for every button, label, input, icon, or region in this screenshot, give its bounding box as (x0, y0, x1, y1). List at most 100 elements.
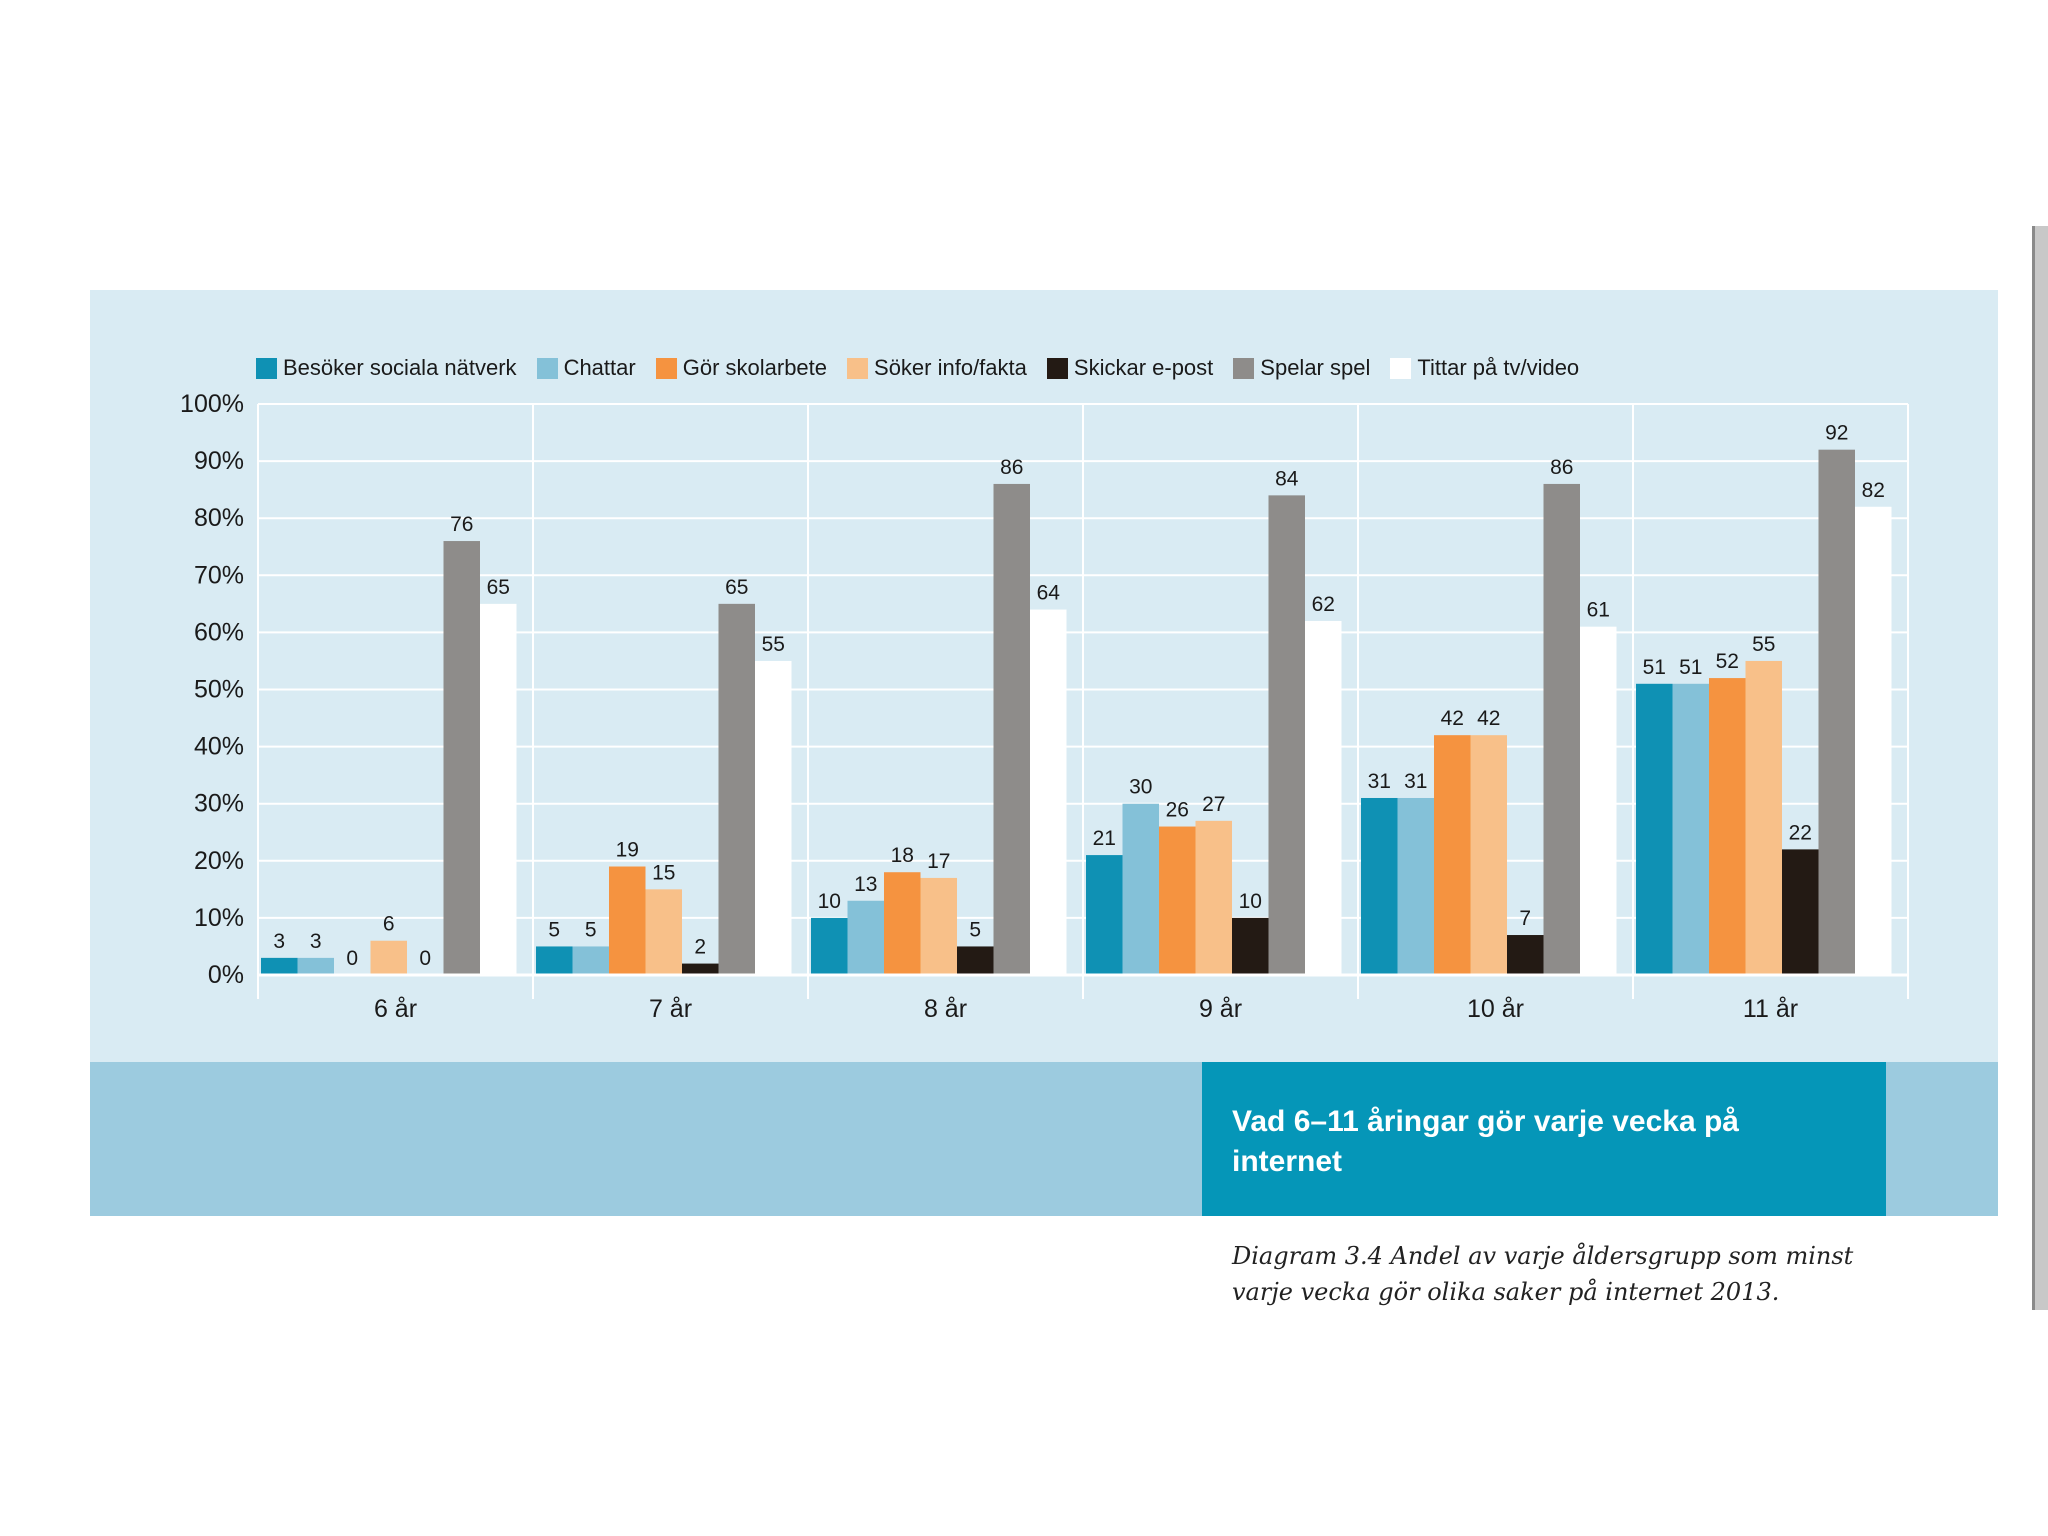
bar (682, 963, 719, 975)
bar-value-label: 65 (725, 576, 748, 599)
legend-item: Gör skolarbete (655, 355, 827, 381)
bar (297, 957, 334, 975)
chart-caption: Diagram 3.4 Andel av varje åldersgrupp s… (1232, 1242, 1854, 1306)
bar (1232, 917, 1269, 975)
bar-value-label: 5 (585, 918, 597, 941)
legend-swatch (256, 357, 277, 379)
bar (811, 917, 848, 975)
bar (1818, 449, 1855, 975)
bar (609, 866, 646, 975)
bar (1086, 855, 1123, 975)
legend-label: Spelar spel (1260, 355, 1371, 380)
x-category-label: 6 år (374, 995, 417, 1023)
bar (1580, 626, 1617, 975)
chart-title: Vad 6–11 åringar gör varje vecka på inte… (1232, 1105, 1739, 1178)
bar-value-label: 51 (1679, 656, 1702, 679)
bar-value-label: 31 (1368, 770, 1391, 793)
bar (1507, 935, 1544, 975)
y-tick-label: 50% (194, 676, 244, 704)
y-tick-label: 90% (194, 447, 244, 475)
y-tick-label: 10% (194, 904, 244, 932)
x-category-label: 8 år (924, 995, 967, 1023)
chart-legend: Besöker sociala nätverk Chattar Gör skolar… (256, 353, 1579, 383)
bar (480, 603, 517, 975)
bar-value-label: 13 (854, 873, 877, 896)
bar (1745, 660, 1782, 975)
legend-item: Chattar (536, 355, 636, 381)
bar (1782, 849, 1819, 975)
bar-value-label: 10 (818, 890, 841, 913)
bar-value-label: 5 (969, 918, 981, 941)
bar-value-label: 76 (450, 513, 473, 536)
bar (1305, 620, 1342, 975)
bar-value-label: 62 (1312, 593, 1335, 616)
bar (645, 889, 682, 975)
bar (1434, 735, 1471, 975)
y-tick-label: 100% (180, 390, 244, 418)
legend-swatch (847, 357, 869, 379)
bar-value-label: 26 (1166, 799, 1189, 822)
bar (1672, 683, 1709, 975)
bar (443, 541, 480, 975)
legend-label: Tittar på tv/video (1417, 355, 1580, 380)
legend-item: Besöker sociala nätverk (256, 355, 517, 381)
x-category-label: 10 år (1467, 995, 1524, 1023)
bar (370, 940, 407, 975)
bar-value-label: 17 (927, 850, 950, 873)
bar-value-label: 52 (1716, 650, 1739, 673)
bar (1195, 820, 1232, 975)
bar-value-label: 7 (1519, 907, 1531, 930)
legend-item: Tittar på tv/video (1390, 355, 1579, 381)
x-category-label: 11 år (1743, 995, 1798, 1023)
legend-item: Söker info/fakta (847, 355, 1027, 381)
bar-value-label: 30 (1129, 776, 1152, 799)
bar-value-label: 55 (762, 633, 785, 656)
bar-value-label: 82 (1862, 479, 1885, 502)
bar-value-label: 3 (273, 930, 285, 953)
bar (920, 877, 957, 975)
y-tick-label: 60% (194, 618, 244, 646)
bar-value-label: 31 (1404, 770, 1427, 793)
bar-value-label: 86 (1000, 456, 1023, 479)
bar (957, 946, 994, 975)
chart-title-box: Vad 6–11 åringar gör varje vecka på inte… (1202, 1062, 1886, 1216)
y-tick-label: 80% (194, 504, 244, 532)
bar (1268, 495, 1305, 975)
bar-value-label: 51 (1643, 656, 1666, 679)
bar-value-label: 92 (1825, 422, 1848, 445)
bar (1543, 483, 1580, 975)
bar (884, 872, 921, 975)
bar-value-label: 84 (1275, 467, 1299, 490)
bar-value-label: 0 (419, 947, 431, 970)
bar (1361, 797, 1398, 975)
legend-label: Söker info/fakta (874, 355, 1027, 380)
legend-label: Besöker sociala nätverk (283, 355, 517, 380)
bar-value-label: 2 (694, 936, 706, 959)
bar-value-label: 64 (1037, 582, 1061, 605)
y-tick-label: 70% (194, 561, 244, 589)
bar-value-label: 22 (1789, 821, 1812, 844)
legend-swatch (655, 357, 677, 379)
bar (1470, 735, 1507, 975)
legend-label: Skickar e-post (1073, 355, 1214, 380)
bar-value-label: 18 (891, 844, 914, 867)
bar-value-label: 19 (616, 839, 639, 862)
bar (1397, 797, 1434, 975)
window-edge-scrollbar[interactable] (2032, 226, 2048, 1310)
legend-swatch (536, 357, 558, 379)
bar-value-label: 0 (346, 947, 358, 970)
bar-value-label: 3 (310, 930, 322, 953)
bar (1709, 678, 1746, 975)
bar (572, 946, 609, 975)
bar-value-label: 42 (1477, 707, 1500, 730)
legend-item: Skickar e-post (1046, 355, 1214, 381)
bar (847, 900, 884, 975)
bar (718, 603, 755, 975)
bar (1122, 803, 1159, 975)
bar-value-label: 10 (1239, 890, 1262, 913)
bar-value-label: 55 (1752, 633, 1775, 656)
bar (1159, 826, 1196, 975)
bar-value-label: 86 (1550, 456, 1573, 479)
legend-label: Chattar (563, 355, 636, 380)
